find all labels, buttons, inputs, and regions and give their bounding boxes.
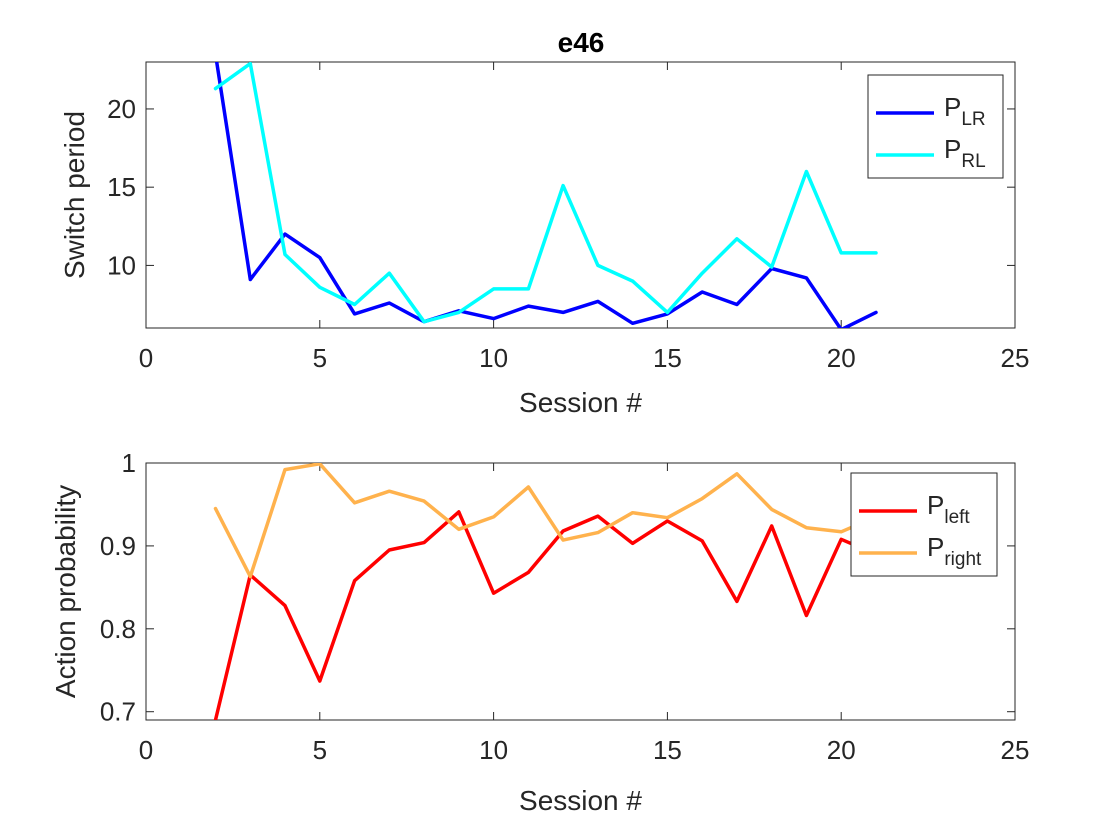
series-line-p-right xyxy=(213,463,878,579)
x-tick-label: 10 xyxy=(479,343,508,373)
legend-box xyxy=(867,74,1004,179)
series-line-p-left xyxy=(213,510,878,720)
x-tick-label: 5 xyxy=(313,343,327,373)
x-tick-label: 15 xyxy=(653,343,682,373)
x-tick-label: 25 xyxy=(1001,343,1030,373)
x-tick-label: 20 xyxy=(827,735,856,765)
x-axis-label: Session # xyxy=(519,785,642,816)
figure-title: e46 xyxy=(558,27,605,58)
switch-period-plot: 0 5 10 15 20 25 10 15 20 Session # Switch period PL… xyxy=(59,61,1030,418)
x-tick-label: 15 xyxy=(653,735,682,765)
x-tick-label: 5 xyxy=(313,735,327,765)
legend: Pleft Pright xyxy=(850,472,998,577)
x-tick-label: 20 xyxy=(827,343,856,373)
x-tick-label: 0 xyxy=(139,343,153,373)
y-tick-label: 0.7 xyxy=(100,697,136,727)
y-tick-label: 15 xyxy=(107,172,136,202)
x-tick-label: 10 xyxy=(479,735,508,765)
x-axis-label: Session # xyxy=(519,387,642,418)
y-tick-label: 10 xyxy=(107,250,136,280)
y-axis-label: Action probability xyxy=(50,485,81,698)
legend-box xyxy=(850,472,998,577)
series-line-p-lr xyxy=(214,62,878,328)
y-axis-label: Switch period xyxy=(59,111,90,279)
series-line-p-rl xyxy=(213,62,878,324)
series-lines xyxy=(213,463,878,720)
x-tick-label: 0 xyxy=(139,735,153,765)
legend-label-p-rl: PRL xyxy=(944,134,986,172)
legend-label-p-lr: PLR xyxy=(944,92,986,130)
y-tick-label: 0.8 xyxy=(100,614,136,644)
y-tick-label: 0.9 xyxy=(100,531,136,561)
x-tick-label: 25 xyxy=(1001,735,1030,765)
action-probability-plot: 0 5 10 15 20 25 0.7 0.8 0.9 1 Session # Action prob… xyxy=(50,448,1029,816)
legend-label-p-left: Pleft xyxy=(927,490,970,528)
series-lines xyxy=(213,62,878,328)
y-tick-label: 20 xyxy=(107,94,136,124)
legend: PLR PRL xyxy=(867,74,1004,179)
legend-label-p-right: Pright xyxy=(927,532,982,570)
y-tick-label: 1 xyxy=(122,448,136,478)
